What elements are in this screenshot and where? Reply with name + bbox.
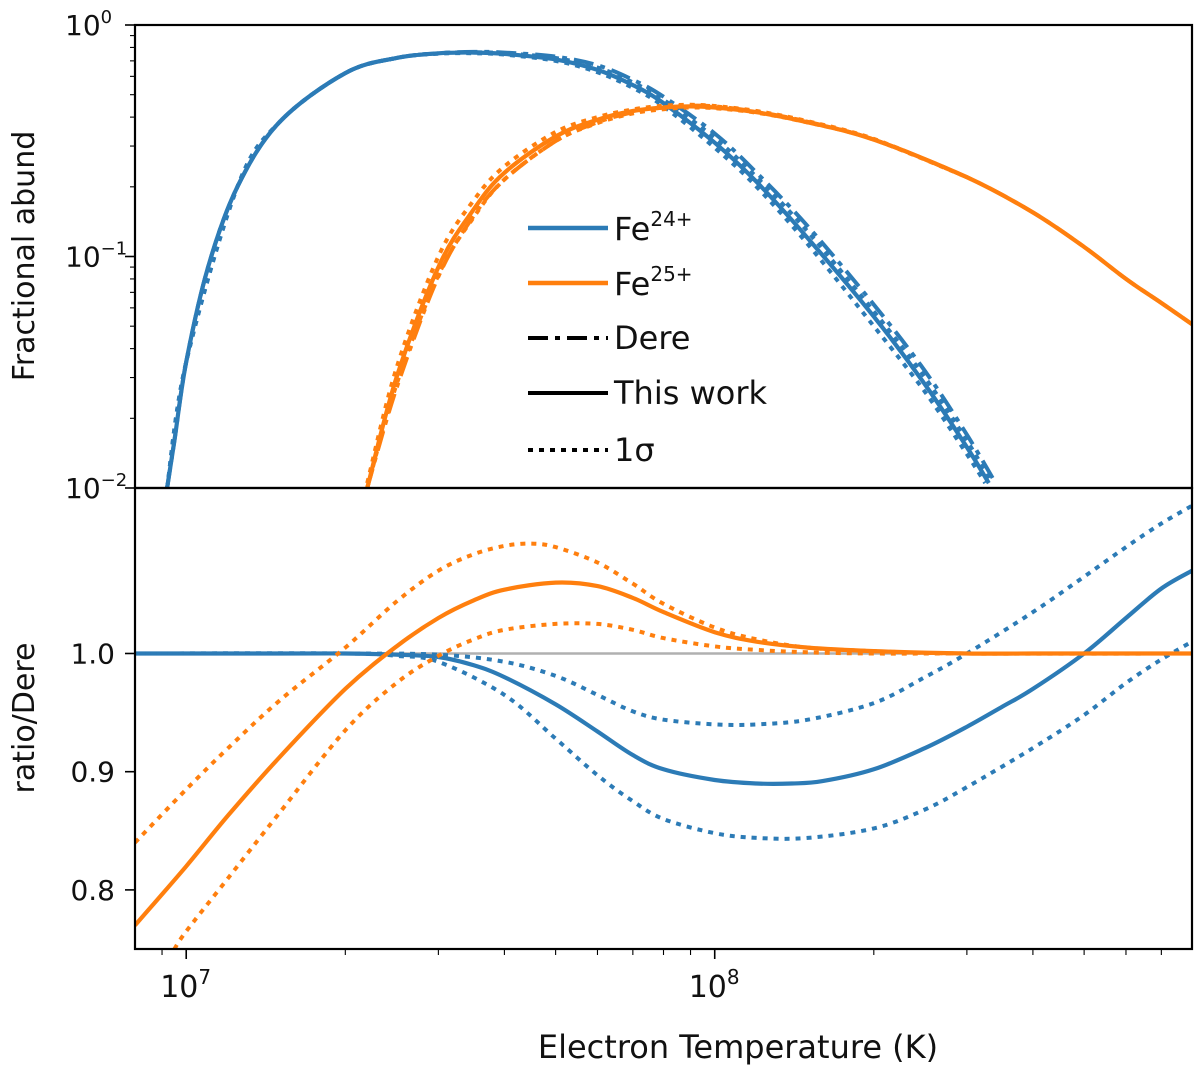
legend-label-this-work: This work <box>613 374 767 412</box>
bottom-y-axis-label: ratio/Dere <box>7 643 42 794</box>
legend-label-dere: Dere <box>614 319 690 357</box>
bottom-y-ticks: 0.8 0.9 1.0 <box>70 637 135 907</box>
top-y-tick-label-1: 10−1 <box>65 239 127 274</box>
x-tick-label-0: 107 <box>160 965 211 1005</box>
bottom-series-fe24-1sigma-upper <box>135 503 1192 727</box>
bottom-plot-area: 0.8 0.9 1.0 107 108 ratio/Dere Electron Tem… <box>7 503 1192 1066</box>
top-series-fe25-this-work <box>365 104 1192 488</box>
legend: Fe24+ Fe25+ Dere This work 1σ <box>528 207 767 469</box>
top-y-ticks: 10−2 10−1 100 <box>65 7 135 505</box>
bottom-series-fe24-this-work <box>135 568 1192 786</box>
bottom-series-fe25-this-work <box>135 580 1192 927</box>
top-series-fe24-1sigma-upper <box>165 50 994 488</box>
top-y-tick-label-2: 100 <box>65 7 112 42</box>
legend-label-fe24: Fe24+ <box>614 207 693 248</box>
top-y-axis-label: Fractional abund <box>7 131 42 382</box>
top-series-fe24-this-work <box>165 50 991 488</box>
legend-label-one-sigma: 1σ <box>614 431 655 469</box>
bottom-series-fe24-1sigma-lower <box>135 639 1192 841</box>
top-plot-area: 10−2 10−1 100 Fractional abund <box>7 7 1192 505</box>
x-ticks: 107 108 <box>160 949 1162 1005</box>
top-series-fe25-1sigma-lower <box>365 105 968 488</box>
bottom-y-tick-label-1: 0.9 <box>70 756 115 789</box>
bottom-series-group <box>135 503 1192 949</box>
x-tick-label-1: 108 <box>689 965 740 1005</box>
top-series-fe24-dere <box>165 49 998 488</box>
x-axis-label: Electron Temperature (K) <box>538 1028 938 1066</box>
top-series-group <box>165 49 1192 488</box>
bottom-y-tick-label-2: 1.0 <box>70 637 115 670</box>
top-y-tick-label-0: 10−2 <box>65 470 127 505</box>
bottom-y-tick-label-0: 0.8 <box>70 874 115 907</box>
bottom-series-fe25-1sigma-lower <box>172 621 1192 949</box>
top-series-fe25-1sigma-upper <box>365 102 968 484</box>
bottom-series-fe25-1sigma-upper <box>135 541 1192 844</box>
bottom-axes-frame <box>133 486 1194 951</box>
legend-label-fe25: Fe25+ <box>614 262 693 303</box>
top-series-fe24-1sigma-lower <box>165 51 987 488</box>
top-series-fe25-dere <box>365 103 1192 488</box>
